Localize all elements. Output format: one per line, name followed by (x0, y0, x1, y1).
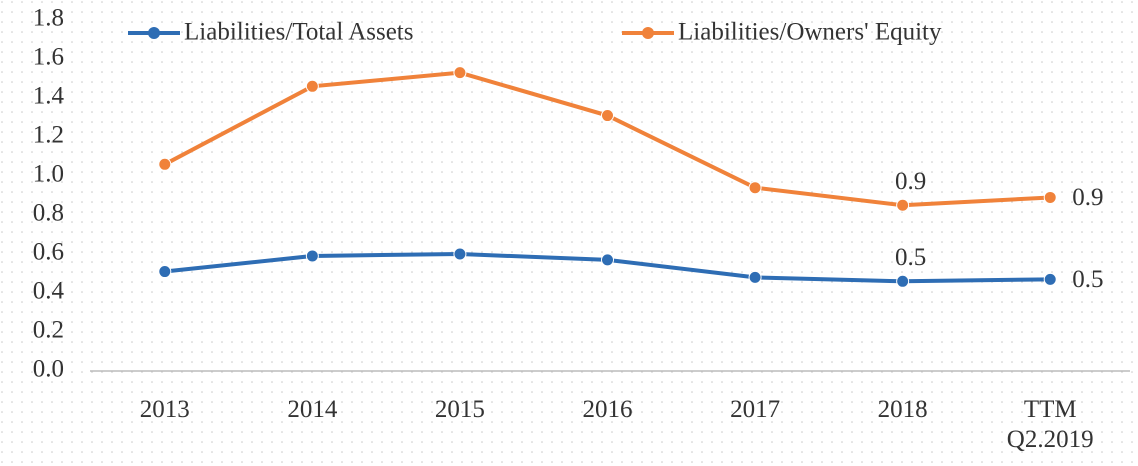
data-point (305, 79, 319, 93)
legend-marker (642, 27, 654, 39)
y-tick-label: 1.6 (33, 44, 64, 71)
x-tick-label: TTM Q2.2019 (1006, 396, 1094, 453)
data-point (896, 274, 910, 288)
y-tick-label: 0.6 (33, 239, 64, 266)
data-label: 0.5 (895, 244, 926, 271)
data-point (453, 66, 467, 80)
data-point (748, 270, 762, 284)
legend-marker (148, 27, 160, 39)
x-tick-label: 2014 (287, 396, 338, 423)
data-point (601, 253, 614, 267)
x-tick-label: 2017 (730, 396, 781, 423)
y-tick-label: 1.4 (33, 83, 65, 110)
y-tick-label: 0.4 (33, 278, 65, 305)
x-tick-label: 2018 (877, 396, 928, 423)
legend-label: Liabilities/Total Assets (184, 19, 413, 46)
data-point (158, 265, 172, 279)
x-tick-label: 2016 (582, 396, 633, 423)
x-tick-label: 2015 (434, 396, 485, 423)
y-tick-label: 0.2 (33, 317, 64, 344)
data-label: 0.9 (895, 168, 926, 195)
data-point (158, 157, 172, 171)
x-tick-label: 2013 (139, 396, 190, 423)
y-tick-label: 1.0 (33, 161, 64, 188)
y-tick-label: 1.2 (33, 122, 64, 149)
data-point (305, 249, 319, 263)
legend-label: Liabilities/Owners' Equity (678, 19, 942, 46)
data-point (453, 247, 467, 261)
data-point (896, 198, 910, 212)
y-tick-label: 1.8 (33, 5, 64, 32)
data-label: 0.5 (1072, 266, 1103, 293)
data-label: 0.9 (1072, 184, 1103, 211)
y-tick-label: 0.0 (33, 356, 64, 383)
data-point (1043, 190, 1057, 204)
data-point (748, 181, 762, 195)
y-tick-label: 0.8 (33, 200, 64, 227)
data-point (601, 109, 614, 123)
data-point (1043, 272, 1057, 286)
